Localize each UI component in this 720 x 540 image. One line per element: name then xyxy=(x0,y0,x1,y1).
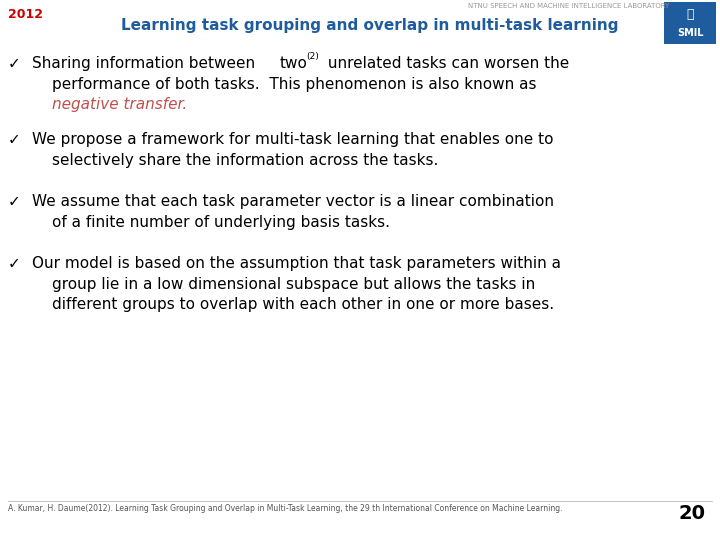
Text: 20: 20 xyxy=(679,504,706,523)
Text: ✓: ✓ xyxy=(8,194,21,209)
Text: group lie in a low dimensional subspace but allows the tasks in: group lie in a low dimensional subspace … xyxy=(52,276,535,292)
Text: selectively share the information across the tasks.: selectively share the information across… xyxy=(52,153,438,168)
Text: performance of both tasks.  This phenomenon is also known as: performance of both tasks. This phenomen… xyxy=(52,77,536,92)
Text: Sharing information between: Sharing information between xyxy=(32,56,260,71)
Text: We assume that each task parameter vector is a linear combination: We assume that each task parameter vecto… xyxy=(32,194,554,209)
Text: ✓: ✓ xyxy=(8,256,21,271)
Text: 🎤: 🎤 xyxy=(686,9,694,22)
Text: negative transfer.: negative transfer. xyxy=(52,97,187,112)
Text: We propose a framework for multi-task learning that enables one to: We propose a framework for multi-task le… xyxy=(32,132,554,147)
FancyBboxPatch shape xyxy=(664,2,716,44)
Text: SMIL: SMIL xyxy=(677,28,703,38)
Text: two: two xyxy=(280,56,308,71)
Text: ✓: ✓ xyxy=(8,56,21,71)
Text: Learning task grouping and overlap in multi-task learning: Learning task grouping and overlap in mu… xyxy=(121,18,618,33)
Text: different groups to overlap with each other in one or more bases.: different groups to overlap with each ot… xyxy=(52,298,554,312)
Text: Our model is based on the assumption that task parameters within a: Our model is based on the assumption tha… xyxy=(32,256,561,271)
Text: unrelated tasks can worsen the: unrelated tasks can worsen the xyxy=(323,56,569,71)
Text: A. Kumar, H. Daume(2012). Learning Task Grouping and Overlap in Multi-Task Learn: A. Kumar, H. Daume(2012). Learning Task … xyxy=(8,504,562,513)
Text: ✓: ✓ xyxy=(8,132,21,147)
Text: of a finite number of underlying basis tasks.: of a finite number of underlying basis t… xyxy=(52,215,390,230)
Text: NTNU SPEECH AND MACHINE INTELLIGENCE LABORATORY: NTNU SPEECH AND MACHINE INTELLIGENCE LAB… xyxy=(468,3,670,9)
Text: 2012: 2012 xyxy=(8,8,43,21)
Text: (2): (2) xyxy=(307,52,320,61)
